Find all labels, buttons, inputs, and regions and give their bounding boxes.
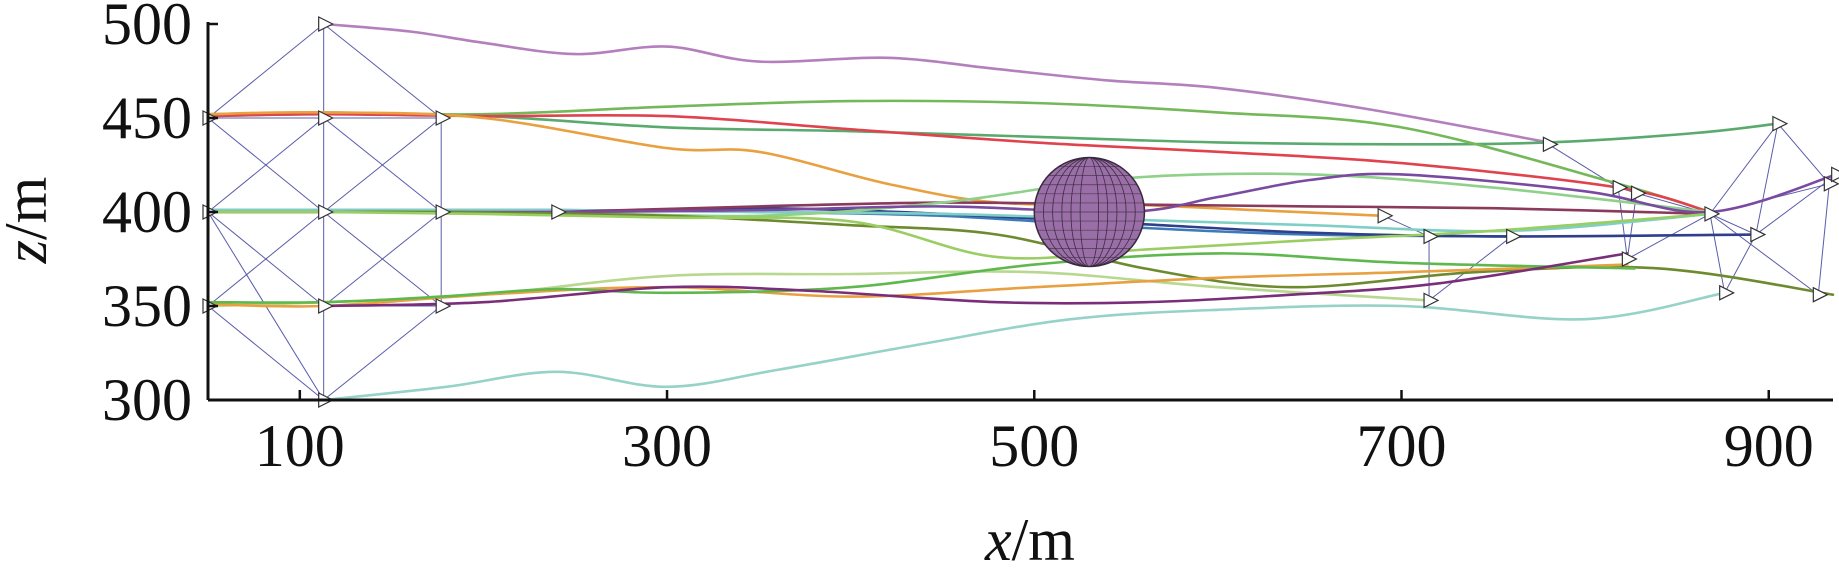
x-tick-label-3: 700 [1357,413,1447,479]
y-tick-label-0: 300 [102,367,192,433]
start-edge-8 [207,305,324,401]
series-line-16 [322,252,1629,308]
end-node-marker-1 [1423,228,1440,245]
end-node-marker-9 [1719,284,1736,301]
start-edge-10 [323,23,442,119]
sphere-meridian-11 [1043,157,1136,267]
end-edge-17 [1709,213,1819,296]
series-line-15 [206,252,1636,304]
series-line-14 [206,263,1629,308]
start-node-marker-3 [318,16,335,32]
series-line-0 [322,22,1550,144]
end-node-marker-11 [1772,115,1789,132]
end-node-marker-6 [1621,251,1638,267]
start-node-marker-10 [435,298,452,314]
y-tick-label-2: 400 [102,179,192,245]
series-line-7 [206,208,1712,233]
start-edge-7 [207,211,324,307]
x-axis-title: x/m [984,507,1075,573]
start-node-marker-11 [551,204,568,220]
end-edge-10 [1709,213,1726,293]
y-tick-label-4: 500 [102,0,192,57]
end-node-marker-0 [1377,207,1394,224]
start-node-marker-8 [435,110,452,126]
y-axis-title: z/m [0,177,59,265]
start-node-marker-9 [435,204,452,220]
node-markers [202,16,1839,408]
end-node-marker-3 [1423,292,1440,309]
x-tick-label-1: 300 [622,413,712,479]
end-edge-18 [1724,234,1757,294]
start-edge-0 [207,23,324,119]
end-edge-13 [1755,123,1779,235]
series-line-17 [322,291,1726,402]
end-node-marker-5 [1612,179,1629,196]
x-tick-label-4: 900 [1724,413,1814,479]
y-tick-label-3: 450 [102,85,192,151]
start-edge-15 [323,117,442,213]
end-edge-11 [1709,213,1757,236]
end-node-marker-10 [1750,226,1767,243]
end-node-marker-8 [1704,205,1721,222]
start-node-marker-6 [318,298,335,314]
end-edge-3 [1428,236,1512,301]
x-axis-var: x [984,507,1012,573]
x-tick-label-0: 100 [255,413,345,479]
series-lines [206,22,1838,402]
start-edge-3 [207,117,324,213]
end-node-marker-14 [1831,166,1839,183]
series-line-10 [439,172,1838,214]
start-node-marker-4 [318,110,335,126]
end-edge-14 [1777,123,1830,185]
end-edge-19 [1755,173,1837,235]
end-node-marker-12 [1812,286,1829,303]
start-edge-22 [323,305,442,401]
end-edge-15 [1817,183,1830,295]
y-tick-label-1: 350 [102,273,192,339]
obstacle-sphere [1033,156,1146,268]
end-node-marker-2 [1506,228,1523,245]
x-tick-label-2: 500 [989,413,1079,479]
axes: 100 300 500 700 900 300 350 400 450 500 [102,0,1833,479]
y-axis-unit: /m [0,177,59,240]
series-line-4 [206,110,1385,218]
end-edge-0 [1382,215,1430,237]
end-edge-12 [1709,123,1779,215]
start-edge-19 [323,211,442,307]
end-node-marker-4 [1542,136,1559,153]
y-axis-var: z [0,240,59,264]
end-node-marker-7 [1630,185,1647,202]
start-node-marker-5 [318,204,335,220]
x-axis-unit: /m [1012,507,1075,573]
